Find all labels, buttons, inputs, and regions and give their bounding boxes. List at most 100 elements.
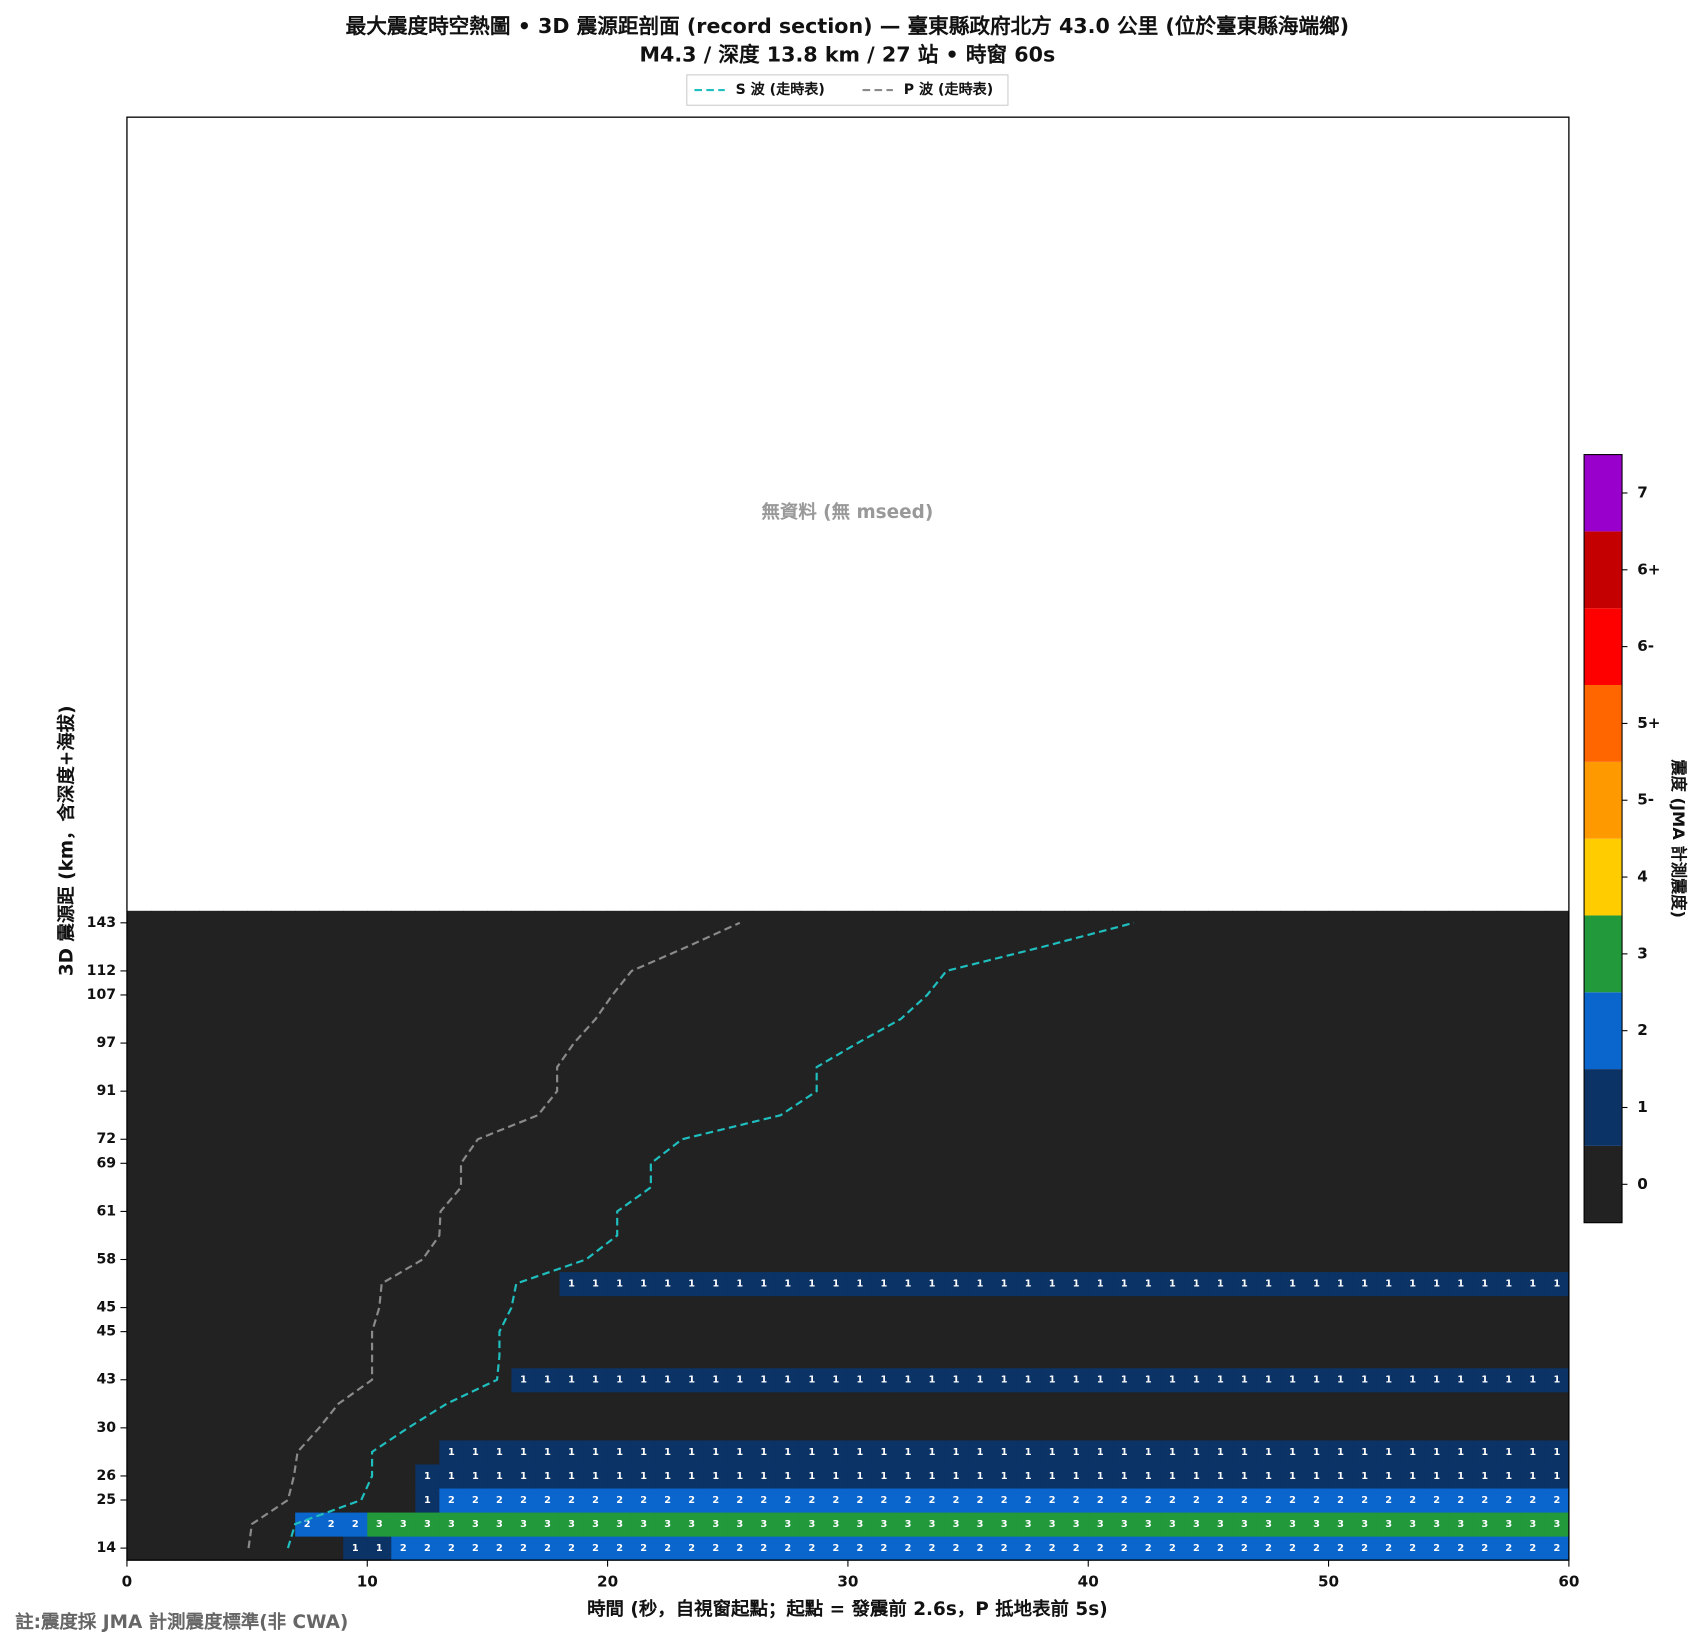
cell-label: 1 (1505, 1375, 1512, 1386)
heat-cell (1520, 1415, 1546, 1441)
heat-cell (775, 1319, 801, 1345)
heat-cell (655, 1463, 681, 1489)
heat-cell (1328, 1343, 1354, 1369)
heat-cell (1304, 982, 1330, 1008)
heat-cell (775, 1271, 801, 1297)
heat-cell (1160, 1536, 1185, 1561)
heat-cell (1160, 1151, 1185, 1176)
heat-cell (199, 1295, 224, 1321)
heat-cell (1304, 1079, 1330, 1104)
heat-cell (343, 1391, 368, 1417)
heat-cell (1472, 934, 1498, 960)
heat-cell (631, 1391, 657, 1417)
heat-cell (1256, 1127, 1282, 1152)
heat-cell (1328, 958, 1354, 984)
cell-label: 2 (1169, 1543, 1176, 1554)
heat-cell (199, 934, 224, 960)
heat-cell (703, 1103, 729, 1128)
heat-cell (920, 1127, 945, 1152)
heat-cell (1136, 1512, 1161, 1537)
cell-label: 2 (1193, 1495, 1200, 1506)
heat-cell (271, 1223, 296, 1249)
heat-cell (871, 1295, 897, 1321)
heat-cell (150, 910, 176, 936)
heat-cell (1424, 1367, 1450, 1393)
cell-label: 1 (857, 1471, 864, 1482)
heat-cell (968, 1199, 993, 1224)
heat-cell (1328, 1006, 1354, 1032)
heat-cell (1256, 1295, 1282, 1321)
heat-cell (1040, 1391, 1065, 1417)
heat-cell (439, 1295, 464, 1321)
heat-cell (727, 1415, 753, 1441)
heat-cell (271, 1079, 296, 1104)
heat-cell (631, 1487, 657, 1513)
heat-cell (992, 1391, 1017, 1417)
cell-label: 1 (448, 1471, 455, 1482)
cell-label: 3 (977, 1519, 984, 1530)
heat-cell (1208, 1175, 1233, 1200)
cell-label: 3 (1049, 1519, 1056, 1530)
heat-cell (1208, 1151, 1233, 1176)
heat-cell (583, 982, 609, 1008)
heat-cell (367, 1439, 392, 1465)
cell-label: 2 (688, 1495, 695, 1506)
heat-cell (415, 1295, 440, 1321)
cell-label: 1 (833, 1375, 840, 1386)
heat-cell (1208, 1247, 1233, 1273)
heat-cell (1400, 982, 1426, 1008)
cell-label: 1 (352, 1543, 359, 1554)
heat-cell (511, 958, 537, 984)
heat-cell (343, 1223, 368, 1249)
heat-cell (655, 1512, 681, 1537)
heat-cell (968, 1247, 993, 1273)
heat-cell (1376, 1415, 1402, 1441)
heat-cell (1112, 934, 1137, 960)
heat-cell (199, 1367, 224, 1393)
heat-cell (607, 1367, 633, 1393)
heat-cell (367, 910, 392, 936)
cell-label: 1 (784, 1279, 791, 1290)
heat-cell (199, 1247, 224, 1273)
heat-cell (1184, 1199, 1209, 1224)
heat-cell (1520, 982, 1546, 1008)
heat-cell (1280, 1247, 1306, 1273)
heat-cell (1328, 1463, 1354, 1489)
heat-cell (511, 1006, 537, 1032)
heat-cell (944, 1031, 969, 1056)
heat-cell (175, 1151, 200, 1176)
heat-cell (607, 1319, 633, 1345)
heat-cell (391, 1175, 416, 1200)
cell-label: 2 (1289, 1495, 1296, 1506)
heat-cell (1544, 1512, 1570, 1537)
colorbar-segment (1584, 454, 1623, 532)
heat-cell (1256, 1079, 1282, 1104)
heat-cell (1040, 1487, 1065, 1513)
heat-cell (1472, 1247, 1498, 1273)
heat-cell (1256, 1031, 1282, 1056)
heat-cell (126, 982, 152, 1008)
heat-cell (343, 1103, 368, 1128)
colorbar-segment (1584, 1069, 1623, 1146)
cell-label: 2 (881, 1495, 888, 1506)
heat-cell (1088, 1439, 1113, 1465)
heat-cell (1472, 958, 1498, 984)
heat-cell (968, 1006, 993, 1032)
heat-cell (1304, 1199, 1330, 1224)
cell-label: 3 (1217, 1519, 1224, 1530)
heat-cell (1112, 1006, 1137, 1032)
cell-label: 1 (688, 1471, 695, 1482)
heat-cell (1160, 1223, 1185, 1249)
heat-cell (1016, 1006, 1041, 1032)
heat-cell (1088, 1031, 1113, 1056)
heat-cell (199, 1463, 224, 1489)
heat-cell (1016, 1127, 1041, 1152)
heat-cell (295, 1103, 320, 1128)
heat-cell (751, 1536, 777, 1561)
cell-label: 2 (833, 1543, 840, 1554)
heat-cell (1304, 1127, 1330, 1152)
heat-cell (607, 982, 633, 1008)
cell-label: 2 (1529, 1543, 1536, 1554)
cell-label: 1 (1481, 1471, 1488, 1482)
heat-cell (1016, 1151, 1041, 1176)
